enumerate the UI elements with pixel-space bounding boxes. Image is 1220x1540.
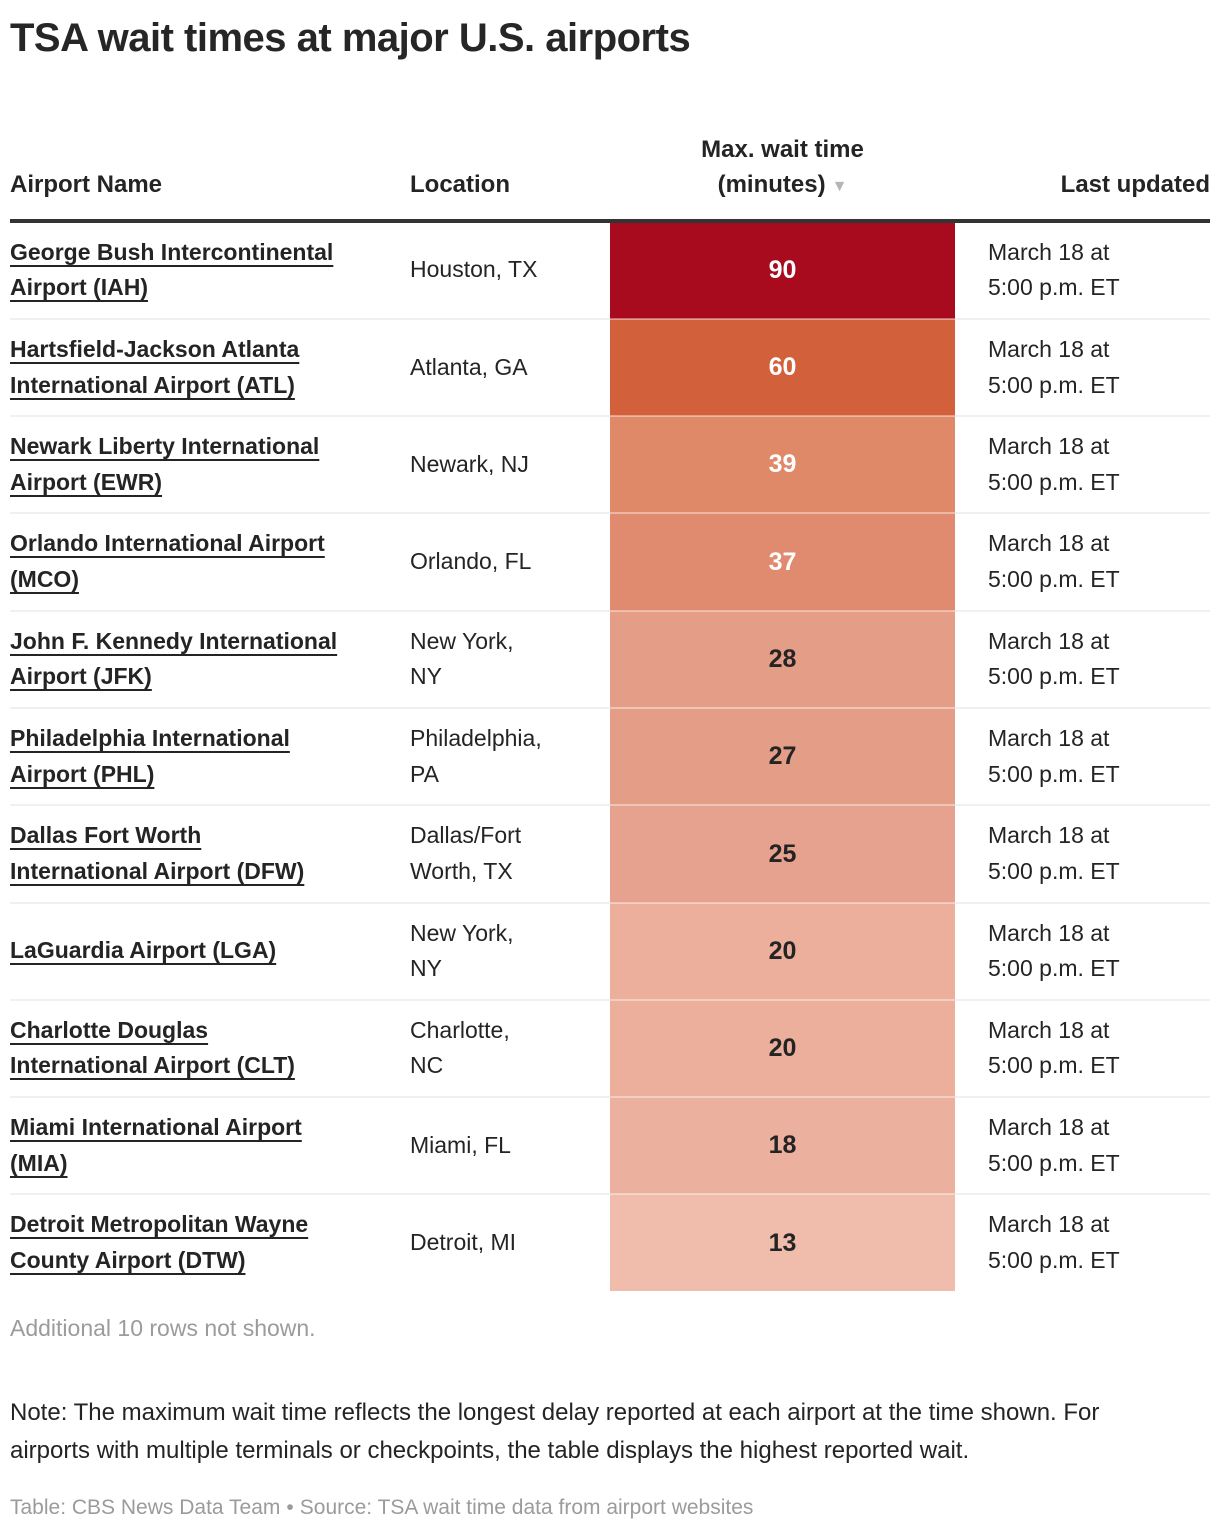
airport-name-link[interactable]: Newark Liberty International Airport (EW… (10, 433, 320, 495)
max-wait-cell: 27 (610, 706, 955, 806)
airport-name-cell: Hartsfield-Jackson Atlanta International… (10, 317, 410, 417)
sort-descending-icon[interactable]: ▼ (831, 177, 848, 195)
max-wait-cell: 25 (610, 804, 955, 903)
airport-name-link[interactable]: George Bush Intercontinental Airport (IA… (10, 238, 334, 301)
table-row: Dallas Fort Worth International Airport … (10, 804, 1210, 903)
max-wait-cell: 37 (610, 512, 955, 611)
airport-name-link[interactable]: Dallas Fort Worth International Airport … (10, 822, 305, 884)
location-cell: Newark, NJ (410, 415, 610, 514)
airport-name-cell: Orlando International Airport (MCO) (10, 512, 410, 611)
max-wait-header-line2: (minutes) (717, 170, 826, 198)
airport-name-cell: Philadelphia International Airport (PHL) (10, 706, 410, 806)
table-header: Airport Name Location Max. wait time (mi… (10, 87, 1210, 223)
location-cell: New York, NY (410, 609, 610, 708)
additional-rows-note: Additional 10 rows not shown. (10, 1314, 316, 1341)
max-wait-value: 20 (768, 1034, 797, 1063)
table-row: Miami International Airport (MIA) Miami,… (10, 1096, 1210, 1195)
airport-name-link[interactable]: Charlotte Douglas International Airport … (10, 1016, 295, 1079)
max-wait-cell: 13 (610, 1193, 955, 1291)
last-updated-cell: March 18 at 5:00 p.m. ET (955, 1096, 1210, 1195)
table-body: George Bush Intercontinental Airport (IA… (10, 220, 1210, 1291)
airport-name-link[interactable]: LaGuardia Airport (LGA) (10, 937, 277, 964)
airport-name-link[interactable]: Detroit Metropolitan Wayne County Airpor… (10, 1211, 309, 1274)
wait-times-table: Airport Name Location Max. wait time (mi… (10, 87, 1210, 1291)
airport-name-cell: Dallas Fort Worth International Airport … (10, 804, 410, 903)
location-cell: Philadelphia, PA (410, 706, 610, 806)
column-header-max-wait[interactable]: Max. wait time (minutes) ▼ (610, 87, 955, 223)
last-updated-cell: March 18 at 5:00 p.m. ET (955, 804, 1210, 903)
column-header-last-updated[interactable]: Last updated (955, 87, 1210, 223)
table-row: Detroit Metropolitan Wayne County Airpor… (10, 1193, 1210, 1291)
table-row: Orlando International Airport (MCO) Orla… (10, 512, 1210, 611)
table-row: George Bush Intercontinental Airport (IA… (10, 220, 1210, 319)
table-row: Newark Liberty International Airport (EW… (10, 415, 1210, 514)
max-wait-value: 25 (768, 839, 797, 868)
max-wait-value: 27 (768, 742, 797, 771)
airport-name-cell: Miami International Airport (MIA) (10, 1096, 410, 1195)
table-row: John F. Kennedy International Airport (J… (10, 609, 1210, 708)
page-title: TSA wait times at major U.S. airports (10, 16, 691, 60)
table-row: LaGuardia Airport (LGA) New York, NY 20 … (10, 901, 1210, 1000)
airport-name-link[interactable]: Orlando International Airport (MCO) (10, 530, 325, 593)
last-updated-cell: March 18 at 5:00 p.m. ET (955, 609, 1210, 708)
max-wait-cell: 20 (610, 901, 955, 1000)
location-cell: Atlanta, GA (410, 317, 610, 417)
airport-name-cell: Detroit Metropolitan Wayne County Airpor… (10, 1193, 410, 1291)
credit-line: Table: CBS News Data Team • Source: TSA wa… (10, 1496, 1210, 1520)
max-wait-cell: 60 (610, 317, 955, 417)
max-wait-cell: 39 (610, 415, 955, 514)
last-updated-cell: March 18 at 5:00 p.m. ET (955, 512, 1210, 611)
last-updated-cell: March 18 at 5:00 p.m. ET (955, 415, 1210, 514)
max-wait-value: 37 (768, 547, 797, 576)
table-row: Charlotte Douglas International Airport … (10, 998, 1210, 1098)
airport-name-cell: Charlotte Douglas International Airport … (10, 998, 410, 1098)
max-wait-value: 28 (768, 644, 797, 673)
credit-table: Table: CBS News Data Team (10, 1495, 281, 1519)
max-wait-cell: 28 (610, 609, 955, 708)
max-wait-cell: 18 (610, 1096, 955, 1195)
footnote: Note: The maximum wait time reflects the… (10, 1398, 1100, 1464)
max-wait-value: 20 (768, 936, 797, 965)
max-wait-cell: 90 (610, 220, 955, 319)
column-header-location[interactable]: Location (410, 87, 610, 223)
location-cell: Dallas/Fort Worth, TX (410, 804, 610, 903)
last-updated-cell: March 18 at 5:00 p.m. ET (955, 706, 1210, 806)
max-wait-value: 60 (768, 353, 797, 382)
last-updated-cell: March 18 at 5:00 p.m. ET (988, 238, 1120, 301)
column-header-airport-name[interactable]: Airport Name (10, 87, 410, 223)
airport-name-cell: George Bush Intercontinental Airport (IA… (10, 221, 410, 319)
location-cell: New York, NY (410, 901, 610, 1000)
location-cell: Houston, TX (410, 256, 538, 283)
table-row: Hartsfield-Jackson Atlanta International… (10, 317, 1210, 417)
airport-name-link[interactable]: Hartsfield-Jackson Atlanta International… (10, 335, 300, 398)
airport-name-cell: John F. Kennedy International Airport (J… (10, 609, 410, 708)
credit-source: Source: TSA wait time data from airport … (299, 1495, 754, 1519)
table-row: Philadelphia International Airport (PHL)… (10, 706, 1210, 806)
location-cell: Miami, FL (410, 1096, 610, 1195)
airport-name-link[interactable]: John F. Kennedy International Airport (J… (10, 627, 338, 690)
location-cell: Orlando, FL (410, 512, 610, 611)
last-updated-cell: March 18 at 5:00 p.m. ET (955, 901, 1210, 1000)
max-wait-value: 13 (768, 1228, 797, 1257)
last-updated-cell: March 18 at 5:00 p.m. ET (955, 1193, 1210, 1291)
last-updated-cell: March 18 at 5:00 p.m. ET (955, 998, 1210, 1098)
airport-name-link[interactable]: Philadelphia International Airport (PHL) (10, 725, 290, 787)
airport-name-cell: Newark Liberty International Airport (EW… (10, 415, 410, 514)
location-cell: Detroit, MI (410, 1193, 610, 1291)
max-wait-value: 39 (768, 450, 797, 479)
last-updated-cell: March 18 at 5:00 p.m. ET (955, 317, 1210, 417)
max-wait-cell: 20 (610, 998, 955, 1098)
max-wait-value: 18 (768, 1131, 797, 1160)
credit-separator: • (286, 1495, 294, 1519)
airport-name-cell: LaGuardia Airport (LGA) (10, 901, 410, 1000)
location-cell: Charlotte, NC (410, 998, 610, 1098)
max-wait-value: 90 (768, 255, 797, 284)
max-wait-header-line1: Max. wait time (701, 136, 864, 163)
airport-name-link[interactable]: Miami International Airport (MIA) (10, 1114, 302, 1176)
